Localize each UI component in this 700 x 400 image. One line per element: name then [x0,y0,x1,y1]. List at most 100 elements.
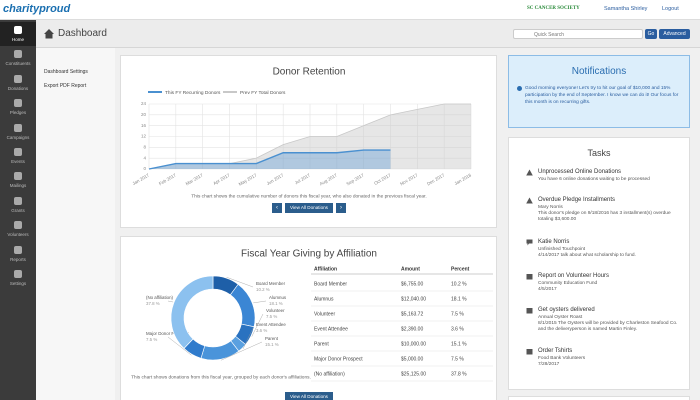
x-tick-label: Apr 2017 [212,172,231,186]
search-input[interactable]: Quick Search [513,29,643,39]
sidebar-item[interactable]: Events [0,144,36,168]
view-donations-button[interactable]: View All Donations [285,392,333,400]
next-button[interactable]: › [336,203,346,213]
sidebar-item[interactable]: Home [0,22,36,46]
x-tick-label: Feb 2017 [158,172,177,186]
task-title[interactable]: Katie Norris [538,239,570,245]
retention-panel: Donor Retention This FY Recurring Donors P… [120,55,497,228]
sidebar-icon [14,26,22,34]
sidebar-icon [14,50,22,59]
table-cell: $5,000.00 [401,356,423,362]
y-tick-label: 4 [143,155,146,160]
table-cell: Volunteer [314,311,335,317]
task-detail: 7/28/2017 [538,362,560,367]
label-leader [226,277,254,288]
sidebar-label: Donations [7,85,29,91]
x-tick-label: May 2017 [238,172,258,186]
warning-shape [526,197,533,204]
table-cell: 18.1 % [451,296,467,302]
sidebar-item[interactable]: Mailings [0,168,36,192]
task-title[interactable]: Overdue Pledge Installments [538,197,616,203]
task-title[interactable]: Unprocessed Online Donations [538,169,622,175]
sidebar-label: Reports [10,256,26,262]
warning-shape [526,169,533,176]
calendar-shape [526,308,533,314]
task-detail: This donor's pledge on 9/18/2016 has 3 i… [538,211,671,222]
sidebar-item[interactable]: Constituents [0,46,36,70]
prev-button[interactable]: ‹ [272,203,282,213]
x-tick-label: Jul 2017 [294,172,312,185]
task-title[interactable]: Order Tshirts [538,348,573,354]
table-cell: $5,163.72 [401,311,423,317]
slice-label: Parent [265,336,279,341]
table-cell: $6,755.00 [401,281,423,287]
task-title[interactable]: Report on Volunteer Hours [538,273,610,279]
subnav-link[interactable]: Dashboard Settings [44,69,88,75]
home-icon [44,29,54,39]
logout-link[interactable]: Logout [662,6,679,12]
notification-icon [517,86,522,91]
slice-value-label: 15.1 % [265,342,279,347]
sidebar-label: Campaigns [6,134,30,140]
legend-label: This FY Recurring Donors [165,90,221,96]
task-title[interactable]: Get oysters delivered [538,307,595,313]
sidebar-icon [14,196,22,205]
view-donations-button[interactable]: View All Donations [285,203,333,213]
sidebar-item[interactable]: Campaigns [0,120,36,144]
slice-label: Board Member [256,281,286,286]
table-cell: Alumnus [314,296,334,302]
y-tick-label: 16 [141,123,147,128]
chart-title: Donor Retention [273,67,346,78]
task-icon [526,308,533,314]
y-tick-label: 20 [141,112,147,117]
slice-label: (No affiliation) [146,295,174,300]
sidebar-item[interactable]: Reports [0,242,36,266]
table-header: Amount [401,266,420,272]
label-leader [167,300,174,303]
x-tick-label: Jan 2017 [132,172,151,186]
sidebar-label: Settings [9,281,27,286]
subnav-link[interactable]: Export PDF Report [44,83,87,89]
go-button[interactable]: Go [645,29,657,39]
home-shape [44,29,54,39]
table-cell: $10,000.00 [401,341,426,347]
notifications-title: Notifications [571,66,627,77]
y-tick-label: 0 [143,166,146,171]
sidebar-label: Home [11,37,24,42]
task-icon [526,349,533,355]
advanced-button[interactable]: Advanced [659,29,690,39]
sidebar [0,20,36,400]
affiliation-chart: Fiscal Year Giving by Affiliation Board M… [131,249,493,382]
donut-slice [229,283,256,328]
sidebar-item[interactable]: Settings [0,266,36,290]
task-detail: Community Education Fund [538,281,598,286]
table-cell: $12,040.00 [401,296,426,302]
table-cell: 3.6 % [451,326,464,332]
slice-value-label: 3.6 % [256,328,267,333]
retention-chart: Donor Retention This FY Recurring Donors P… [132,67,473,200]
logo: charityproud [3,3,71,15]
sidebar-item[interactable]: Volunteers [0,217,36,241]
sidebar-item[interactable]: Donations [0,71,36,95]
sidebar-label: Volunteers [7,232,29,238]
table-cell: Major Donor Prospect [314,356,363,362]
task-detail: 4/5/2017 [538,287,557,292]
table-cell: $2,390.00 [401,326,423,332]
calendar-shape [526,349,533,355]
table-cell: Board Member [314,281,347,287]
sidebar-item[interactable]: Grants [0,193,36,217]
notification-text: Good morning everyone! Let's try to hit … [525,86,679,105]
sidebar-item[interactable]: Pledges [0,95,36,119]
slice-label: Event Attendee [256,322,286,327]
x-tick-label: Sep 2017 [346,172,366,186]
sidebar-icon [14,172,22,181]
donut-slice [170,275,214,349]
calendar-shape [526,274,533,280]
sidebar-icon [14,99,22,108]
label-leader [242,327,254,349]
chart-title: Fiscal Year Giving by Affiliation [241,249,377,260]
user-name[interactable]: Samantha Shirley [604,6,648,12]
label-leader [251,313,264,337]
slice-label: Alumnus [269,295,287,300]
table-cell: 7.5 % [451,311,464,317]
